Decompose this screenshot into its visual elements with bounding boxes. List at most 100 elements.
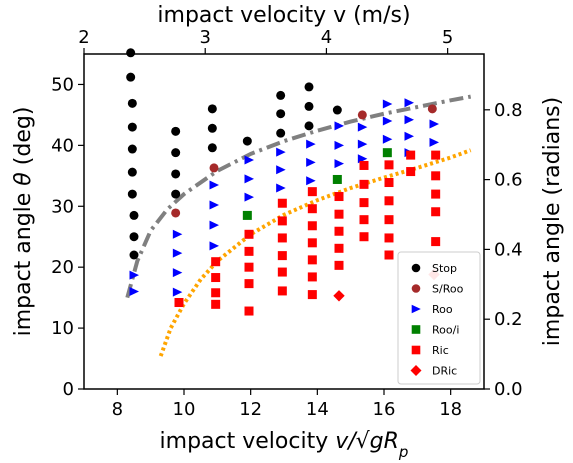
axes-layer: 8 10 12 14 16 182 3 4 5010203040500.00.20.40.60.… bbox=[11, 3, 565, 461]
top-tick-label: 4 bbox=[321, 27, 332, 48]
bottom-tick-label: 14 bbox=[306, 399, 329, 420]
data-point-ric bbox=[431, 150, 441, 160]
legend-marker bbox=[411, 345, 421, 355]
legend-marker bbox=[411, 304, 421, 314]
legend-marker bbox=[411, 325, 421, 334]
data-point-ric bbox=[174, 298, 184, 308]
data-point-roo bbox=[357, 139, 368, 149]
data-point-stop bbox=[127, 144, 137, 154]
data-point-ric bbox=[334, 260, 344, 270]
bottom-axis-label: impact velocity v/√gRp bbox=[160, 429, 409, 461]
data-point-roo bbox=[172, 268, 183, 278]
data-point-ric bbox=[307, 187, 317, 197]
data-point-ric bbox=[406, 167, 416, 177]
data-point-stop bbox=[127, 98, 137, 108]
right-tick-label: 0.8 bbox=[494, 100, 523, 121]
data-point-roo bbox=[382, 116, 393, 126]
left-tick-label: 20 bbox=[51, 257, 74, 278]
data-point-s-roo bbox=[171, 208, 181, 218]
data-point-ric bbox=[307, 255, 317, 265]
right-axis-label: impact angle (radians) bbox=[540, 97, 565, 346]
top-tick-label: 2 bbox=[78, 27, 89, 48]
data-point-roo bbox=[357, 122, 368, 132]
data-point-ric bbox=[384, 250, 394, 260]
data-point-roo bbox=[172, 248, 183, 258]
data-point-ric bbox=[431, 171, 441, 181]
markers-layer bbox=[126, 48, 441, 316]
top-axis-label: impact velocity v (m/s) bbox=[157, 3, 410, 28]
legend-label: DRic bbox=[432, 365, 457, 378]
data-point-s-roo bbox=[357, 110, 367, 120]
data-point-stop bbox=[332, 105, 342, 115]
data-point-roo bbox=[276, 147, 286, 157]
data-point-ric bbox=[277, 233, 287, 243]
legend: Stop S/Roo Roo Roo/i Ric DRic bbox=[397, 251, 481, 385]
data-point-roo bbox=[306, 139, 316, 149]
data-point-stop bbox=[304, 121, 314, 131]
data-point-stop bbox=[171, 169, 181, 179]
data-point-stop bbox=[171, 126, 181, 136]
data-point-ric bbox=[334, 226, 344, 236]
legend-marker bbox=[410, 365, 422, 376]
data-point-roo bbox=[129, 270, 139, 280]
data-point-ric bbox=[431, 207, 441, 217]
data-point-ric bbox=[307, 238, 317, 248]
data-point-ric bbox=[431, 189, 441, 199]
data-point-ric bbox=[384, 196, 394, 206]
data-point-stop bbox=[207, 123, 217, 133]
data-point-roo bbox=[306, 157, 316, 167]
data-point-ric bbox=[211, 257, 221, 267]
data-point-roo bbox=[172, 229, 183, 239]
data-point-ric bbox=[334, 192, 344, 202]
data-point-ric bbox=[334, 209, 344, 219]
data-point-stop bbox=[304, 82, 314, 92]
data-point-ric bbox=[244, 246, 254, 256]
data-point-ric bbox=[277, 251, 287, 261]
data-point-s-roo bbox=[427, 104, 437, 114]
data-point-stop bbox=[276, 90, 286, 100]
data-point-stop bbox=[171, 189, 181, 199]
left-tick-label: 50 bbox=[51, 74, 74, 95]
bottom-tick-label: 16 bbox=[373, 399, 396, 420]
legend-label: Ric bbox=[432, 344, 449, 357]
data-point-roo bbox=[244, 155, 254, 165]
data-point-ric bbox=[431, 237, 441, 247]
curves-layer bbox=[125, 94, 472, 357]
data-point-roo bbox=[404, 115, 414, 125]
data-point-ric bbox=[211, 299, 221, 309]
data-point-ric bbox=[406, 150, 416, 160]
left-tick-label: 40 bbox=[51, 135, 74, 156]
fit-curve-dashdot bbox=[125, 94, 472, 299]
data-point-stop bbox=[127, 122, 137, 132]
data-point-roo bbox=[382, 134, 393, 144]
data-point-roo bbox=[382, 99, 393, 109]
data-point-roo bbox=[334, 140, 344, 150]
data-point-roo bbox=[209, 241, 219, 251]
data-point-stop bbox=[129, 232, 139, 242]
legend-label: S/Roo bbox=[432, 283, 464, 296]
data-point-roo bbox=[209, 180, 219, 190]
data-point-s-roo bbox=[209, 163, 219, 173]
data-point-roo-i bbox=[332, 174, 342, 184]
legend-label: Roo bbox=[432, 303, 453, 316]
data-point-ric bbox=[277, 286, 287, 296]
data-point-ric bbox=[307, 290, 317, 300]
data-point-stop bbox=[304, 101, 314, 111]
data-point-roo bbox=[244, 174, 254, 184]
right-tick-label: 0.6 bbox=[494, 170, 523, 191]
data-point-ric bbox=[211, 288, 221, 298]
top-tick-label: 3 bbox=[199, 27, 210, 48]
data-point-ric bbox=[384, 215, 394, 225]
data-point-roo bbox=[429, 119, 439, 129]
data-point-stop bbox=[126, 48, 136, 58]
left-tick-label: 0 bbox=[63, 379, 74, 400]
bottom-tick-label: 18 bbox=[439, 399, 462, 420]
data-point-roo bbox=[172, 287, 183, 297]
fit-curve-dotted bbox=[158, 148, 472, 357]
data-point-ric bbox=[359, 198, 369, 208]
right-tick-label: 0.0 bbox=[494, 379, 523, 400]
legend-label: Roo/i bbox=[432, 324, 459, 337]
data-point-ric bbox=[244, 279, 254, 289]
right-tick-label: 0.2 bbox=[494, 309, 523, 330]
